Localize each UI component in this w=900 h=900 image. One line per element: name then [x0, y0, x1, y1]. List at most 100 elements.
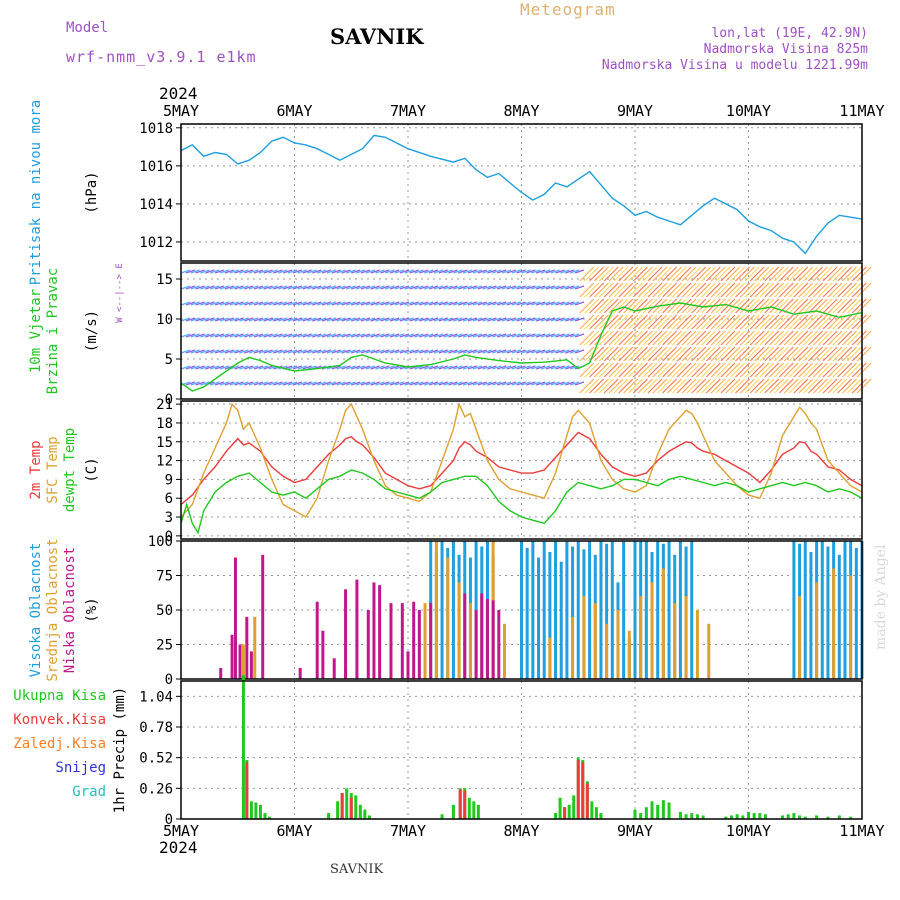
wind-barb — [409, 285, 419, 290]
wind-barb — [735, 378, 750, 394]
wind-barb — [691, 346, 707, 362]
wind-barb — [336, 333, 346, 338]
wind-barb — [253, 269, 264, 274]
wind-barb — [676, 266, 692, 282]
wind-barb — [404, 285, 414, 290]
wind-barb — [496, 381, 507, 386]
wind-barb — [613, 378, 629, 394]
wind-barb — [209, 285, 220, 290]
wind-barb — [336, 381, 346, 386]
wind-barb — [477, 381, 487, 386]
wind-barb — [637, 330, 653, 346]
wind-barb — [438, 269, 448, 274]
wind-barb — [453, 269, 463, 274]
wind-barb — [715, 314, 731, 330]
bar-niska-oblacnost — [261, 554, 265, 679]
bar-ukupna-kisa — [656, 804, 660, 819]
bar-ukupna-kisa — [741, 815, 745, 819]
wind-barb — [667, 266, 682, 282]
wind-barb — [297, 269, 307, 274]
wind-barb — [477, 317, 487, 322]
wind-barb — [637, 314, 653, 330]
wind-barb — [657, 282, 673, 298]
wind-barb — [244, 349, 254, 354]
wind-barb — [414, 349, 424, 354]
wind-barb — [628, 346, 643, 362]
y-tick-label: 0 — [165, 392, 173, 408]
wind-barb — [628, 282, 643, 298]
wind-barb — [681, 362, 697, 378]
wind-barb — [312, 349, 322, 354]
panel-label: Niska Oblacnost — [62, 547, 78, 673]
bar-srednja-oblacnost — [661, 568, 665, 679]
wind-barb — [521, 333, 531, 338]
wind-barb — [297, 381, 307, 386]
wind-barb — [705, 314, 721, 330]
wind-barb — [268, 381, 278, 386]
wind-barb — [244, 269, 254, 274]
wind-barb — [224, 333, 234, 338]
wind-barb — [749, 378, 765, 394]
bar-srednja-oblacnost — [815, 582, 819, 679]
bar-visoka-oblacnost — [451, 541, 455, 679]
wind-barb — [229, 285, 239, 290]
wind-barb — [200, 333, 210, 338]
panel-unit: (hPa) — [84, 171, 100, 213]
wind-barb — [234, 269, 244, 274]
wind-barb — [200, 317, 210, 322]
wind-barb — [774, 314, 789, 330]
x-tick-label-top: 7MAY — [390, 102, 426, 120]
wind-barb — [676, 314, 692, 330]
wind-barb — [209, 269, 220, 274]
wind-barb — [803, 298, 819, 314]
bar-ukupna-kisa — [786, 814, 790, 819]
bar-niska-oblacnost — [485, 598, 489, 679]
wind-barb — [608, 266, 624, 282]
wind-barb — [496, 285, 507, 290]
bar-ukupna-kisa — [639, 813, 643, 819]
wind-barb — [438, 381, 448, 386]
wind-barb — [282, 301, 293, 306]
wind-barb — [822, 266, 838, 282]
wind-barb — [467, 381, 478, 386]
wind-barb — [569, 285, 580, 290]
wind-barb — [185, 269, 196, 274]
wind-barb — [521, 269, 531, 274]
wind-barb — [822, 362, 838, 378]
y-tick-label: 12 — [156, 454, 173, 470]
wind-barb — [195, 381, 205, 386]
wind-barb — [209, 381, 220, 386]
wind-barb — [326, 349, 337, 354]
wind-barb — [827, 298, 843, 314]
wind-barb — [735, 346, 750, 362]
x-tick-label-top: 9MAY — [617, 102, 653, 120]
wind-barb — [462, 301, 473, 306]
wind-barb — [467, 349, 478, 354]
wind-barb — [501, 269, 512, 274]
wind-barb — [385, 285, 395, 290]
wind-barb — [399, 381, 410, 386]
wind-barb — [404, 317, 414, 322]
wind-barb — [331, 301, 341, 306]
wind-barb — [501, 333, 512, 338]
wind-barb — [506, 269, 517, 274]
wind-barb — [346, 301, 356, 306]
wind-barb — [667, 378, 682, 394]
wind-barb — [209, 317, 220, 322]
bar-visoka-oblacnost — [548, 552, 552, 679]
wind-barb — [282, 333, 293, 338]
wind-barb — [414, 317, 424, 322]
wind-barb — [389, 381, 400, 386]
wind-barb — [482, 365, 492, 370]
wind-barb — [550, 333, 560, 338]
wind-barb — [555, 365, 565, 370]
wind-barb — [657, 346, 673, 362]
wind-barb — [550, 269, 560, 274]
wind-barb — [355, 365, 366, 370]
bar-srednja-oblacnost — [707, 623, 711, 679]
wind-barb — [365, 301, 376, 306]
y-tick-label: 18 — [156, 416, 173, 432]
wind-barb — [326, 317, 337, 322]
wind-barb — [229, 301, 239, 306]
wind-barb — [798, 298, 814, 314]
